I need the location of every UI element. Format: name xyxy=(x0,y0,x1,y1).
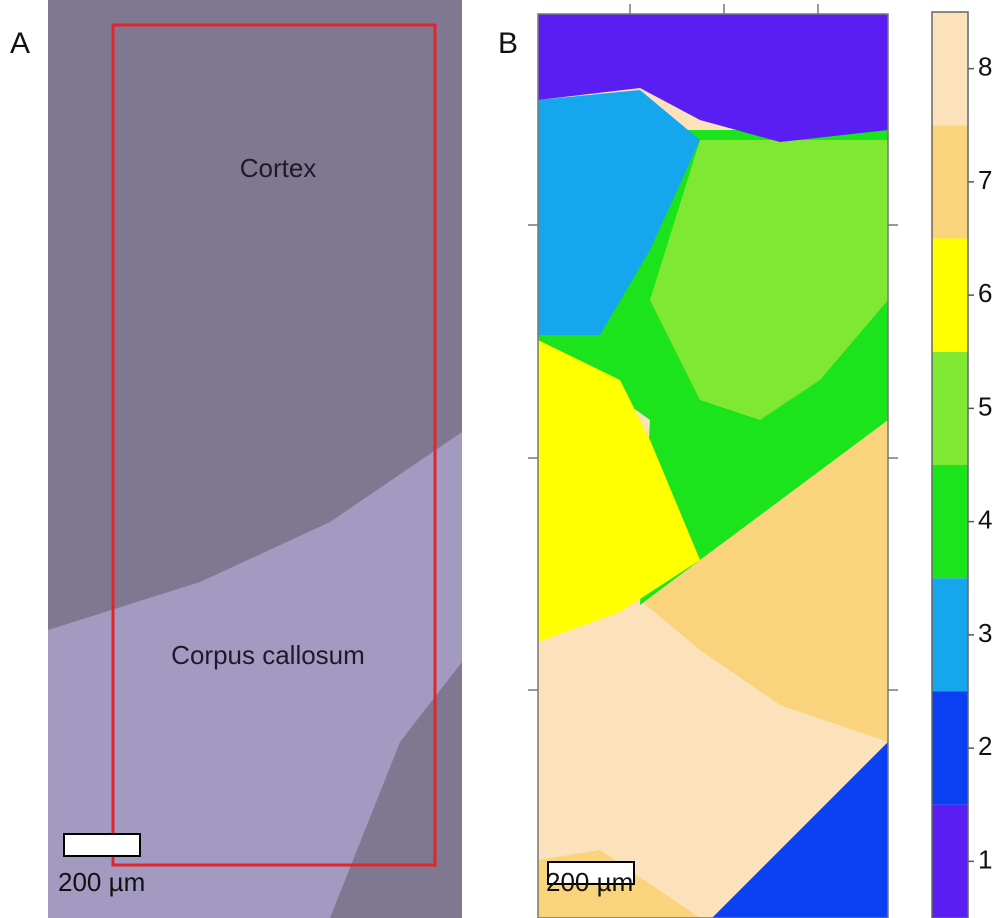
panel-label: B xyxy=(498,27,518,60)
colorbar-segment xyxy=(932,352,968,465)
colorbar-segment xyxy=(932,578,968,691)
colorbar-segment xyxy=(932,805,968,918)
panel-b: B 200 µm xyxy=(498,4,898,918)
panel-label: A xyxy=(10,27,30,60)
figure: Cortex Corpus callosum 200 µm A B 200 µm… xyxy=(0,0,1003,918)
colorbar-tick-label: 8 xyxy=(978,52,992,82)
colorbar-segment xyxy=(932,465,968,578)
scale-bar-label: 200 µm xyxy=(58,867,145,897)
colorbar-segment xyxy=(932,239,968,352)
colorbar: 1 2 3 4 5 6 7 8 xyxy=(932,12,992,918)
colorbar-tick-label: 3 xyxy=(978,618,992,648)
scale-bar xyxy=(64,834,140,856)
colorbar-segment xyxy=(932,125,968,238)
region-label: Corpus callosum xyxy=(171,640,365,670)
scale-bar-label: 200 µm xyxy=(546,867,633,897)
colorbar-segment xyxy=(932,692,968,805)
colorbar-tick-label: 2 xyxy=(978,731,992,761)
panel-a: Cortex Corpus callosum 200 µm A xyxy=(10,0,462,918)
colorbar-tick-label: 5 xyxy=(978,391,992,421)
region-label: Cortex xyxy=(240,153,317,183)
colorbar-segment xyxy=(932,12,968,125)
colorbar-tick-label: 6 xyxy=(978,278,992,308)
colorbar-tick-label: 4 xyxy=(978,505,992,535)
colorbar-tick-label: 7 xyxy=(978,165,992,195)
colorbar-tick-label: 1 xyxy=(978,844,992,874)
